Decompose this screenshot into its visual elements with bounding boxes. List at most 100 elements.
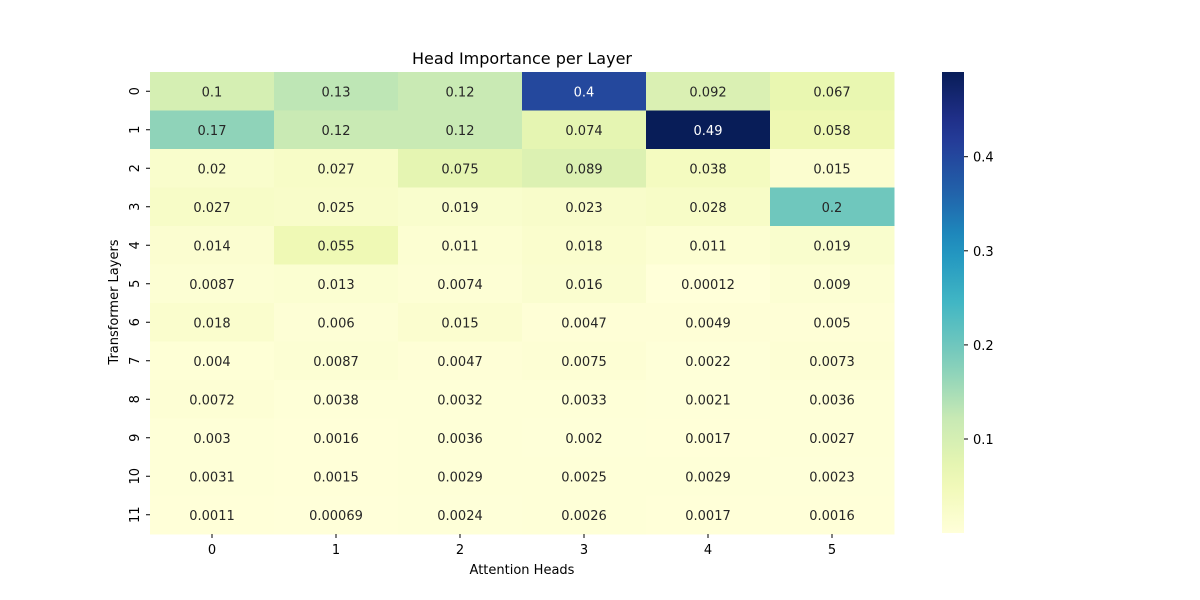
heatmap-cell (770, 110, 895, 150)
heatmap-cell (522, 72, 647, 111)
heatmap-cell (150, 264, 275, 304)
y-tick-label: 4 (128, 241, 143, 249)
cell-value-label: 0.006 (317, 316, 354, 331)
colorbar-tick-label: 0.4 (973, 151, 994, 166)
cell-value-label: 0.0033 (561, 393, 607, 408)
heatmap-cell (150, 303, 275, 342)
cell-value-label: 0.0017 (685, 509, 731, 524)
cell-value-label: 0.49 (694, 124, 723, 139)
cell-value-label: 0.1 (202, 85, 223, 100)
heatmap-cell (398, 341, 523, 381)
heatmap-cell (646, 380, 771, 419)
cell-value-label: 0.0038 (313, 393, 359, 408)
heatmap-cell (398, 187, 523, 227)
colorbar-tick-label: 0.3 (973, 245, 994, 260)
colorbar-tick-label: 0.1 (973, 433, 994, 448)
cell-value-label: 0.0029 (437, 470, 483, 485)
heatmap-cell (398, 72, 523, 111)
heatmap-cell (522, 380, 647, 419)
cell-value-label: 0.019 (813, 239, 850, 254)
cell-value-label: 0.00012 (681, 278, 735, 293)
heatmap-cells (150, 72, 895, 535)
heatmap-cell (274, 226, 399, 265)
heatmap-cell (150, 495, 275, 535)
heatmap-cell (646, 418, 771, 458)
x-tick-label: 4 (704, 543, 712, 558)
heatmap-cell (646, 187, 771, 227)
x-tick-label: 2 (456, 543, 464, 558)
cell-value-label: 0.074 (565, 124, 602, 139)
cell-value-label: 0.13 (322, 85, 351, 100)
cell-value-label: 0.12 (322, 124, 351, 139)
heatmap-cell (770, 226, 895, 265)
x-tick-label: 0 (208, 543, 216, 558)
cell-value-label: 0.0015 (313, 470, 359, 485)
cell-value-label: 0.12 (446, 124, 475, 139)
heatmap-cell (522, 341, 647, 381)
cell-value-label: 0.0025 (561, 470, 607, 485)
cell-value-label: 0.067 (813, 85, 850, 100)
heatmap-cell (398, 495, 523, 535)
cell-value-label: 0.014 (193, 239, 230, 254)
y-tick-label: 5 (128, 280, 143, 288)
heatmap-cell (646, 149, 771, 188)
cell-value-label: 0.013 (317, 278, 354, 293)
colorbar-tick-label: 0.2 (973, 339, 994, 354)
heatmap-cell (398, 226, 523, 265)
heatmap-cell (646, 303, 771, 342)
y-tick-label: 9 (128, 434, 143, 442)
cell-value-label: 0.016 (565, 278, 602, 293)
heatmap-cell (522, 264, 647, 304)
cell-value-label: 0.0026 (561, 509, 607, 524)
heatmap-cell (522, 110, 647, 150)
heatmap-cell (398, 380, 523, 419)
heatmap-cell (522, 149, 647, 188)
cell-value-label: 0.023 (565, 201, 602, 216)
heatmap-cell (646, 457, 771, 496)
cell-value-label: 0.0074 (437, 278, 483, 293)
x-tick-label: 5 (828, 543, 836, 558)
heatmap-cell-labels: 0.1 0.13 0.12 0.4 0.092 0.067 0.17 0.12 0.12 0.07… (189, 85, 855, 524)
heatmap-cell (150, 457, 275, 496)
heatmap-cell (398, 303, 523, 342)
cell-value-label: 0.025 (317, 201, 354, 216)
cell-value-label: 0.028 (689, 201, 726, 216)
heatmap-cell (150, 110, 275, 150)
cell-value-label: 0.0087 (313, 355, 359, 370)
heatmap-cell (398, 149, 523, 188)
x-tick-label: 3 (580, 543, 588, 558)
heatmap-cell (274, 457, 399, 496)
x-axis-ticks: 0 1 2 3 4 5 (208, 534, 836, 558)
y-axis-ticks: 0 1 2 3 4 5 6 7 8 9 10 11 (128, 87, 150, 523)
cell-value-label: 0.075 (441, 162, 478, 177)
cell-value-label: 0.12 (446, 85, 475, 100)
heatmap-cell (274, 187, 399, 227)
cell-value-label: 0.0017 (685, 432, 731, 447)
cell-value-label: 0.00069 (309, 509, 363, 524)
cell-value-label: 0.0072 (189, 393, 235, 408)
cell-value-label: 0.0016 (313, 432, 359, 447)
heatmap-cell (522, 495, 647, 535)
heatmap-cell (274, 380, 399, 419)
heatmap-cell (150, 341, 275, 381)
y-tick-label: 1 (128, 126, 143, 134)
heatmap-cell (770, 495, 895, 535)
cell-value-label: 0.02 (198, 162, 227, 177)
heatmap-cell (770, 149, 895, 188)
heatmap-cell (398, 457, 523, 496)
colorbar (942, 72, 964, 533)
cell-value-label: 0.027 (193, 201, 230, 216)
heatmap-cell (646, 341, 771, 381)
cell-value-label: 0.005 (813, 316, 850, 331)
cell-value-label: 0.015 (813, 162, 850, 177)
heatmap-cell (274, 495, 399, 535)
y-tick-label: 8 (128, 395, 143, 403)
heatmap-cell (770, 418, 895, 458)
heatmap-cell (522, 226, 647, 265)
cell-value-label: 0.0031 (189, 470, 235, 485)
cell-value-label: 0.089 (565, 162, 602, 177)
cell-value-label: 0.0049 (685, 316, 731, 331)
heatmap-cell (522, 457, 647, 496)
colorbar-ticks: 0.1 0.2 0.3 0.4 (964, 151, 994, 448)
